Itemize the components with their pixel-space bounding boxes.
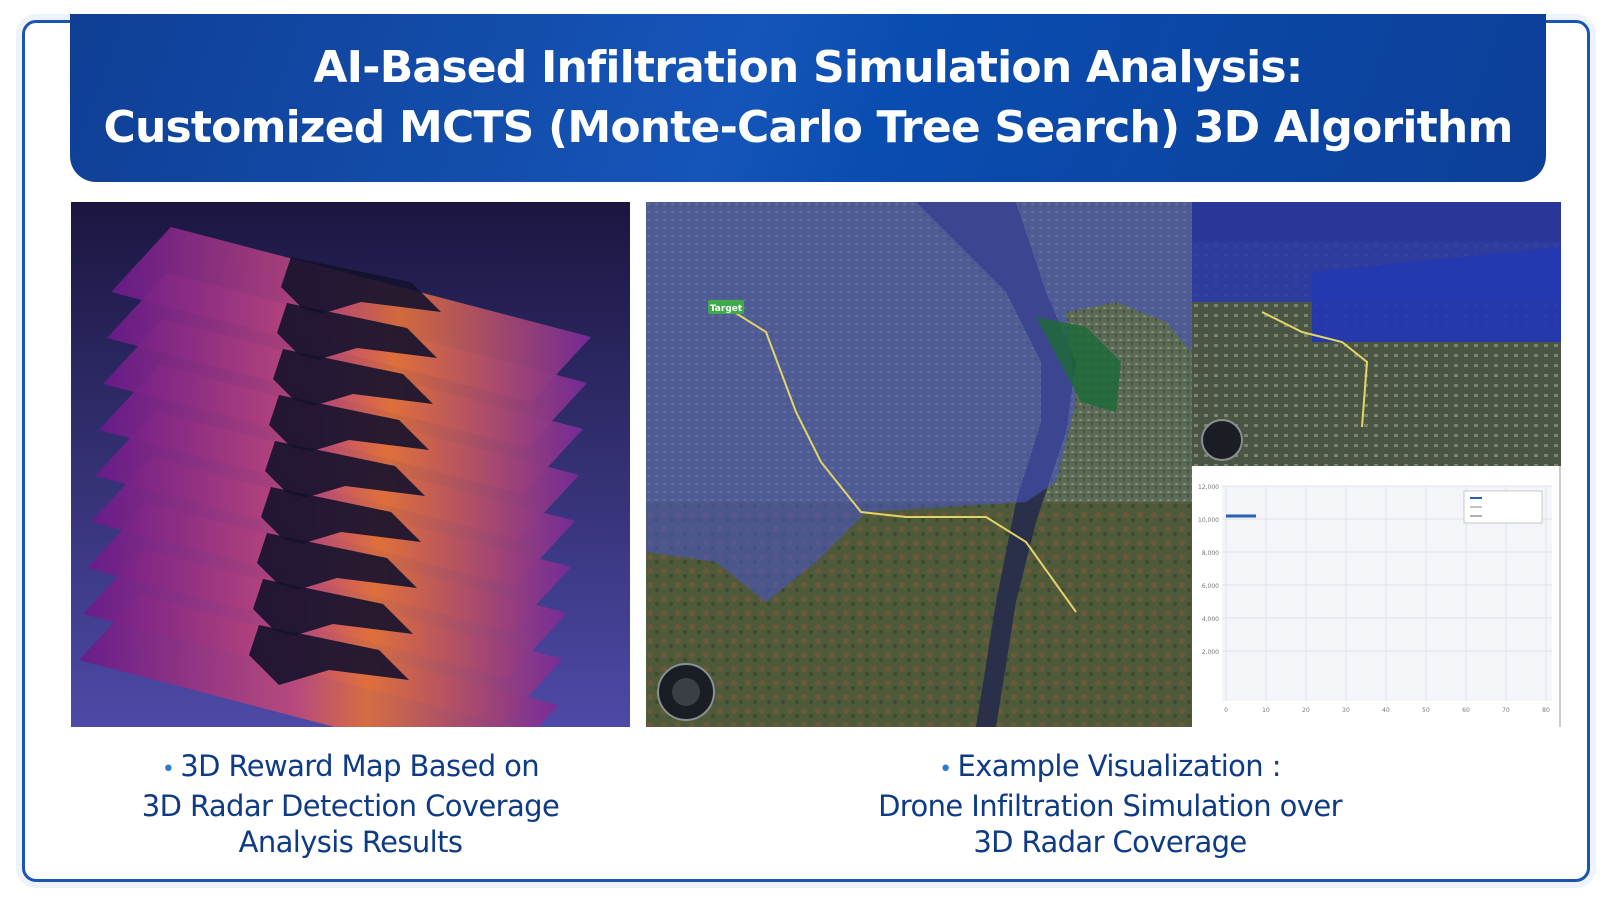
reward-planes xyxy=(79,227,591,727)
caption-right-line-1: Example Visualization : xyxy=(957,749,1281,783)
caption-left-line-3: Analysis Results xyxy=(238,825,463,859)
satellite-map-graphic: Target xyxy=(646,202,1192,727)
caption-right-line-3: 3D Radar Coverage xyxy=(973,825,1247,859)
chart-x-tick: 0 xyxy=(1224,707,1228,714)
title-line-2: Customized MCTS (Monte-Carlo Tree Search… xyxy=(103,102,1514,153)
chart-x-tick: 60 xyxy=(1462,707,1470,714)
title-banner: AI-Based Infiltration Simulation Analysi… xyxy=(70,14,1546,182)
reward-plane-gap xyxy=(273,349,433,409)
altitude-chart: 12,000 10,000 8,000 6,000 4,000 2,000 0 10 20 30 4… xyxy=(1192,466,1561,727)
chart-y-tick: 2,000 xyxy=(1202,649,1219,656)
reward-plane-gap xyxy=(277,303,437,363)
reward-map-image xyxy=(71,202,630,727)
altitude-chart-graphic: 12,000 10,000 8,000 6,000 4,000 2,000 0 10 20 30 4… xyxy=(1198,484,1552,714)
chart-x-tick: 20 xyxy=(1302,707,1310,714)
bullet-icon: • xyxy=(161,757,175,782)
caption-visualization: • Example Visualization : Drone Infiltrat… xyxy=(700,748,1520,860)
caption-reward-map: • 3D Reward Map Based on 3D Radar Detecti… xyxy=(71,748,630,860)
3d-view-image xyxy=(1192,202,1561,466)
bullet-icon: • xyxy=(939,757,952,782)
chart-x-tick: 10 xyxy=(1262,707,1270,714)
reward-plane-gap xyxy=(269,395,429,455)
reward-plane-gap xyxy=(257,533,417,593)
chart-x-tick: 70 xyxy=(1502,707,1510,714)
reward-plane-gap xyxy=(253,579,413,639)
chart-y-tick: 4,000 xyxy=(1202,616,1219,623)
map-target-label: Target xyxy=(710,304,743,314)
chart-x-tick: 50 xyxy=(1422,707,1430,714)
reward-plane-gap xyxy=(249,625,409,685)
chart-y-tick: 12,000 xyxy=(1198,484,1219,491)
chart-x-tick: 30 xyxy=(1342,707,1350,714)
satellite-map-image: Target xyxy=(646,202,1192,727)
chart-x-tick: 40 xyxy=(1382,707,1390,714)
chart-x-tick: 80 xyxy=(1542,707,1550,714)
3d-view-graphic xyxy=(1192,202,1561,466)
reward-plane-gap xyxy=(265,441,425,501)
reward-map-graphic xyxy=(71,202,630,727)
reward-plane-gap xyxy=(281,257,441,317)
chart-y-tick: 8,000 xyxy=(1202,550,1219,557)
caption-left-line-1: 3D Reward Map Based on xyxy=(180,749,540,783)
chart-y-tick: 6,000 xyxy=(1202,583,1219,590)
chart-y-tick: 10,000 xyxy=(1198,517,1219,524)
title-line-1: AI-Based Infiltration Simulation Analysi… xyxy=(313,42,1303,93)
caption-left-line-2: 3D Radar Detection Coverage xyxy=(141,789,560,823)
reward-plane-gap xyxy=(261,487,421,547)
caption-right-line-2: Drone Infiltration Simulation over xyxy=(878,789,1342,823)
